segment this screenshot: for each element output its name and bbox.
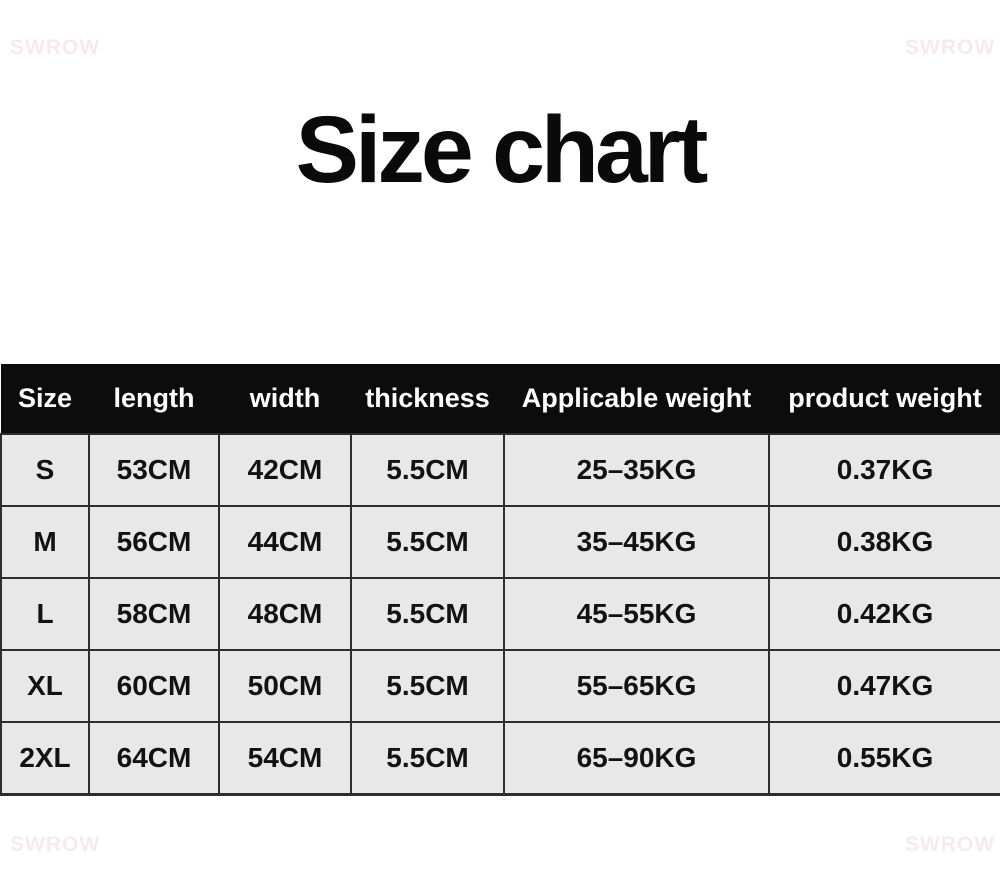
- cell-size: L: [0, 577, 90, 651]
- cell-applicable-weight: 25–35KG: [503, 433, 770, 507]
- cell-length: 53CM: [88, 433, 220, 507]
- table-header: Size length width thickness Applicable w…: [1, 364, 1000, 434]
- cell-length: 56CM: [88, 505, 220, 579]
- table-row-m: M 56CM 44CM 5.5CM 35–45KG 0.38KG: [0, 505, 1000, 579]
- cell-width: 50CM: [218, 649, 352, 723]
- cell-size: 2XL: [0, 721, 90, 796]
- column-header-length: length: [89, 364, 219, 434]
- cell-product-weight: 0.47KG: [768, 649, 1000, 723]
- cell-width: 54CM: [218, 721, 352, 796]
- cell-product-weight: 0.42KG: [768, 577, 1000, 651]
- cell-thickness: 5.5CM: [350, 433, 505, 507]
- cell-thickness: 5.5CM: [350, 577, 505, 651]
- cell-product-weight: 0.37KG: [768, 433, 1000, 507]
- cell-applicable-weight: 65–90KG: [503, 721, 770, 796]
- table-row-2xl: 2XL 64CM 54CM 5.5CM 65–90KG 0.55KG: [0, 721, 1000, 796]
- size-table: Size length width thickness Applicable w…: [0, 364, 1000, 796]
- column-header-product-weight: product weight: [769, 364, 1000, 434]
- column-header-width: width: [219, 364, 351, 434]
- header-row: Size length width thickness Applicable w…: [1, 364, 1000, 434]
- column-header-thickness: thickness: [351, 364, 504, 434]
- cell-applicable-weight: 55–65KG: [503, 649, 770, 723]
- watermark-top-right: SWROW: [905, 36, 996, 59]
- cell-applicable-weight: 35–45KG: [503, 505, 770, 579]
- table-body: S 53CM 42CM 5.5CM 25–35KG 0.37KG M 56CM …: [0, 433, 1000, 796]
- cell-thickness: 5.5CM: [350, 721, 505, 796]
- watermark-bottom-left: SWROW: [10, 833, 101, 856]
- watermark-top-left: SWROW: [10, 36, 101, 59]
- column-header-applicable-weight: Applicable weight: [504, 364, 769, 434]
- cell-width: 48CM: [218, 577, 352, 651]
- cell-thickness: 5.5CM: [350, 505, 505, 579]
- cell-product-weight: 0.55KG: [768, 721, 1000, 796]
- cell-product-weight: 0.38KG: [768, 505, 1000, 579]
- cell-length: 60CM: [88, 649, 220, 723]
- cell-width: 44CM: [218, 505, 352, 579]
- cell-applicable-weight: 45–55KG: [503, 577, 770, 651]
- column-header-size: Size: [1, 364, 89, 434]
- cell-width: 42CM: [218, 433, 352, 507]
- table-row-s: S 53CM 42CM 5.5CM 25–35KG 0.37KG: [0, 433, 1000, 507]
- cell-thickness: 5.5CM: [350, 649, 505, 723]
- cell-length: 64CM: [88, 721, 220, 796]
- cell-length: 58CM: [88, 577, 220, 651]
- table-row-l: L 58CM 48CM 5.5CM 45–55KG 0.42KG: [0, 577, 1000, 651]
- cell-size: XL: [0, 649, 90, 723]
- cell-size: S: [0, 433, 90, 507]
- table-row-xl: XL 60CM 50CM 5.5CM 55–65KG 0.47KG: [0, 649, 1000, 723]
- page-title: Size chart: [295, 97, 709, 203]
- cell-size: M: [0, 505, 90, 579]
- watermark-bottom-right: SWROW: [905, 833, 996, 856]
